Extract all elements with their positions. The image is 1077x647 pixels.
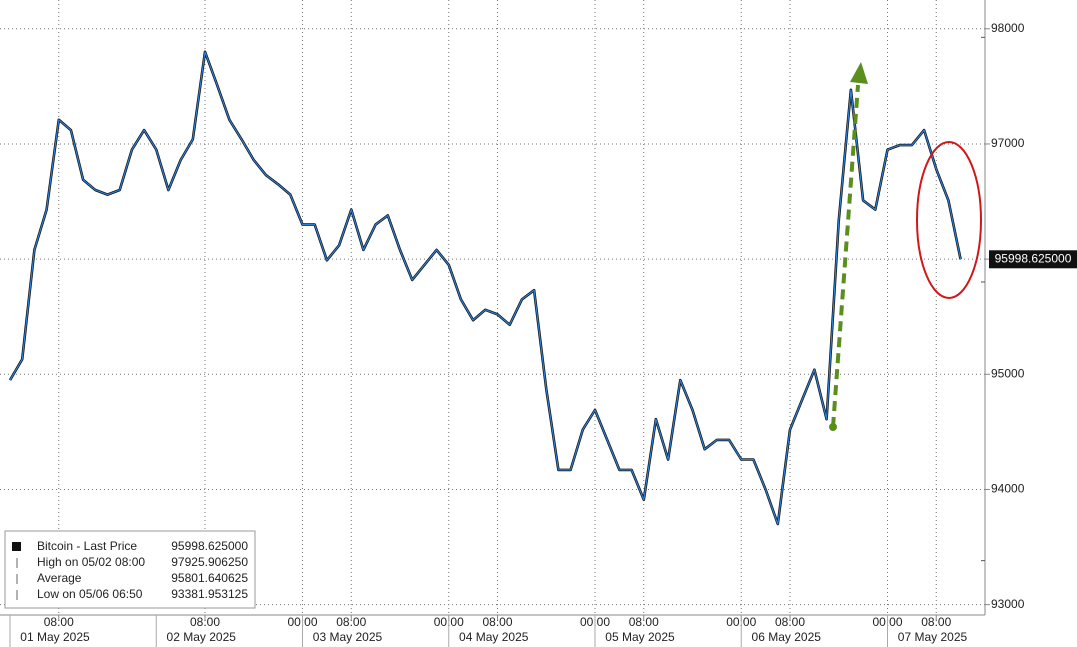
last-price-tag: [989, 250, 1077, 269]
x-tick-label: 08:00: [190, 615, 220, 629]
x-tick-label: 08:00: [482, 615, 512, 629]
annotation-arrowhead: [850, 62, 868, 84]
legend-box: [4, 530, 256, 609]
legend-label: Average: [37, 571, 82, 585]
date-label: 01 May 2025: [20, 630, 90, 644]
last-price-label: 95998.625000: [995, 251, 1072, 265]
legend-value: 95801.640625: [171, 571, 248, 585]
y-tick-label: 93000: [991, 597, 1025, 611]
legend-swatch: [12, 542, 21, 551]
date-label: 06 May 2025: [752, 630, 822, 644]
x-tick-label: 08:00: [44, 615, 74, 629]
x-tick-label: 08:00: [775, 615, 805, 629]
price-line-overlay: [9, 51, 962, 525]
x-tick-label: 08:00: [629, 615, 659, 629]
y-tick-label: 97000: [991, 136, 1025, 150]
x-tick-label: 08:00: [336, 615, 366, 629]
legend-label: High on 05/02 08:00: [37, 555, 145, 569]
annotation-ellipse: [916, 141, 982, 299]
legend-value: 97925.906250: [171, 555, 248, 569]
grid: [0, 0, 985, 615]
legend: Bitcoin - Last Price 95998.625000 High o…: [4, 530, 256, 609]
annotation-arrow: [831, 84, 860, 428]
annotation-dot: [829, 423, 837, 431]
y-tick-label: 95000: [991, 366, 1025, 380]
legend-label: Low on 05/06 06:50: [37, 587, 143, 601]
date-label: 04 May 2025: [459, 630, 529, 644]
y-tick-label: 98000: [991, 21, 1025, 35]
legend-label: Bitcoin - Last Price: [37, 539, 137, 553]
date-label: 03 May 2025: [313, 630, 383, 644]
plot: [8, 50, 962, 526]
x-tick-label: 08:00: [921, 615, 951, 629]
date-label: 05 May 2025: [605, 630, 675, 644]
legend-value: 95998.625000: [171, 539, 248, 553]
y-tick-label: 94000: [991, 482, 1025, 496]
date-label: 02 May 2025: [167, 630, 237, 644]
legend-value: 93381.953125: [171, 587, 248, 601]
date-label: 07 May 2025: [898, 630, 968, 644]
